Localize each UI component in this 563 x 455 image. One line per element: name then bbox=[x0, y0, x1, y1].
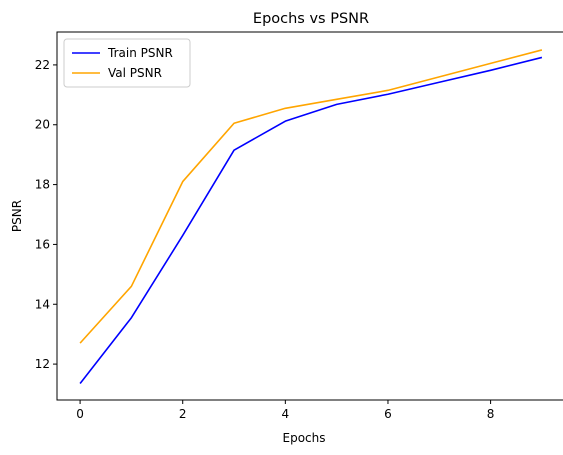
plot-area bbox=[57, 32, 563, 400]
y-tick-label: 16 bbox=[35, 237, 50, 251]
y-tick-label: 22 bbox=[35, 58, 50, 72]
series-layer bbox=[79, 49, 543, 385]
y-tick-label: 12 bbox=[35, 357, 50, 371]
y-tick-label: 18 bbox=[35, 178, 50, 192]
x-axis-label: Epochs bbox=[283, 431, 326, 445]
x-tick-label: 2 bbox=[179, 407, 187, 421]
axes-layer: 0 2 4 6 8 12 14 16 18 20 22 bbox=[35, 58, 495, 421]
chart-title: Epochs vs PSNR bbox=[253, 11, 369, 27]
legend-label: Train PSNR bbox=[107, 46, 173, 60]
series-line-2 bbox=[79, 49, 543, 344]
x-tick-label: 4 bbox=[282, 407, 290, 421]
x-tick-label: 8 bbox=[487, 407, 495, 421]
legend-box bbox=[63, 38, 191, 88]
legend-label: Val PSNR bbox=[108, 66, 162, 80]
x-tick-label: 6 bbox=[384, 407, 392, 421]
y-tick-label: 14 bbox=[35, 297, 50, 311]
y-axis-label: PSNR bbox=[10, 200, 24, 232]
legend: Train PSNR Val PSNR bbox=[63, 38, 191, 88]
series-line-1 bbox=[79, 56, 543, 385]
plot-frame bbox=[56, 31, 563, 401]
x-tick-label: 0 bbox=[76, 407, 84, 421]
y-tick-label: 20 bbox=[35, 118, 50, 132]
